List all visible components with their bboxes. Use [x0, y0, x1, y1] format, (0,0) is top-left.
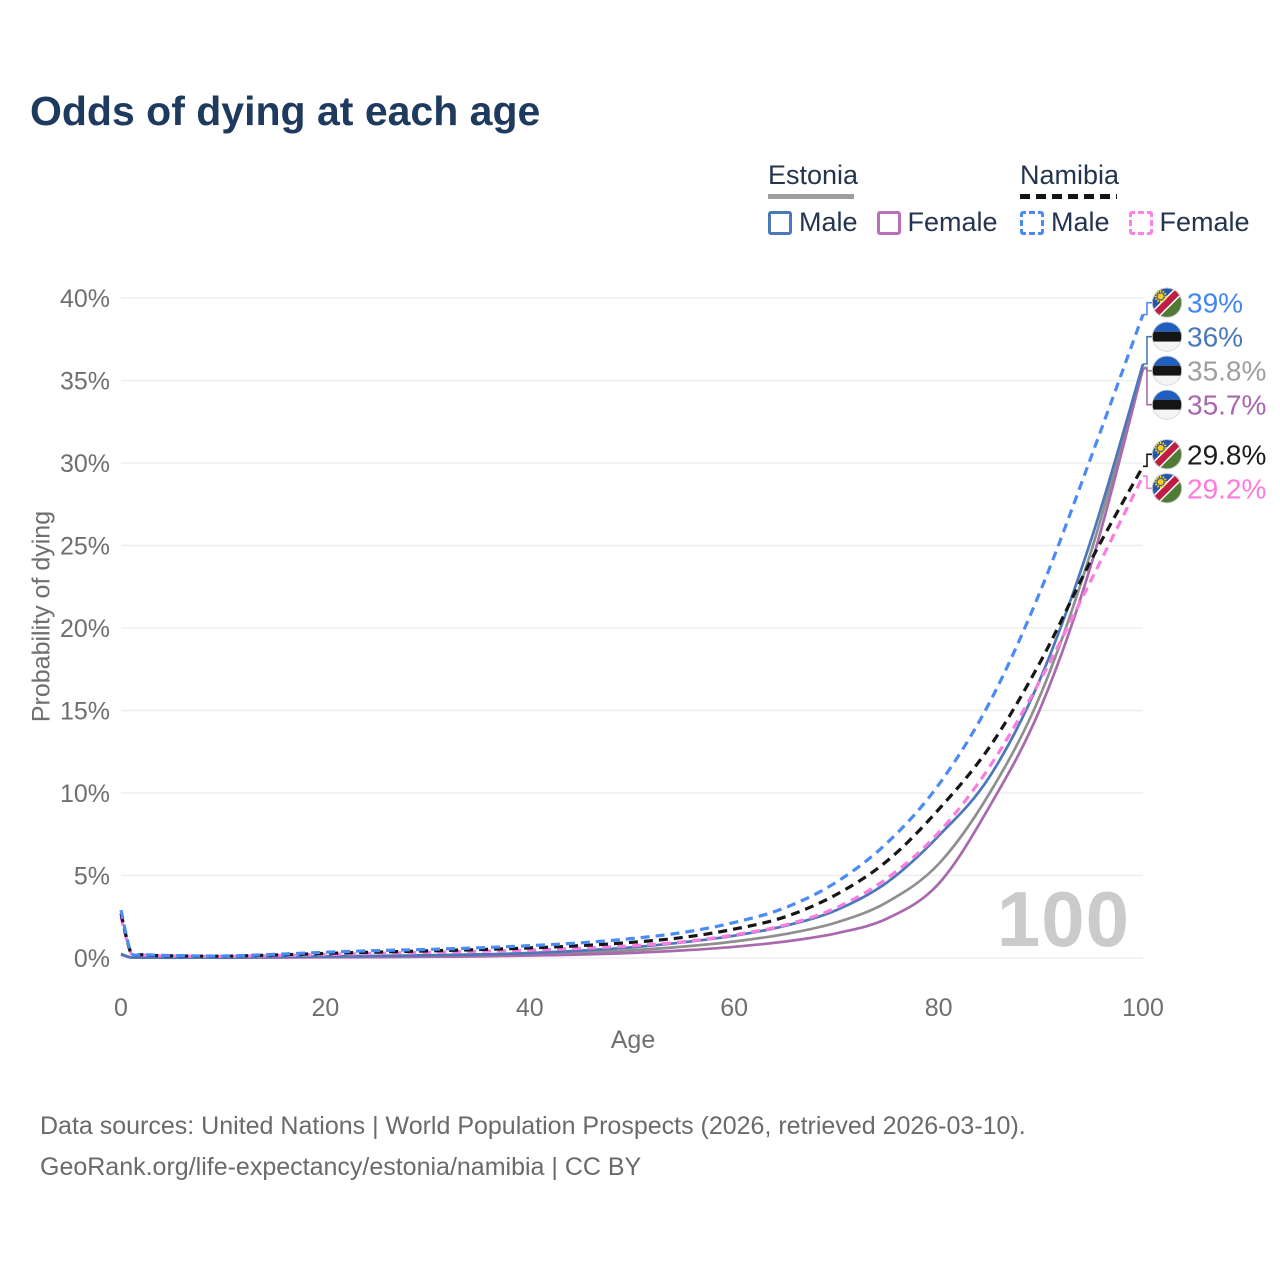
series-line-namibia-both: [119, 465, 1145, 958]
namibia-flag-icon: [1152, 287, 1182, 318]
end-label-value: 35.7%: [1187, 390, 1266, 421]
x-tick-label-20: 20: [311, 994, 339, 1022]
flag-border: [1152, 287, 1183, 318]
series-line-namibia-female: [119, 475, 1145, 959]
y-tick-label-15: 15%: [60, 698, 110, 726]
namibia-flag-icon: [1152, 473, 1182, 504]
x-axis-title: Age: [610, 1026, 656, 1054]
flag-border: [1152, 389, 1183, 420]
flag-border: [1152, 439, 1183, 470]
end-label-estonia-male: 36%: [1143, 321, 1243, 365]
legend-checkbox-estonia-female[interactable]: [876, 210, 901, 235]
footer: Data sources: United Nations | World Pop…: [40, 1106, 1026, 1188]
legend-country-estonia: Estonia: [768, 160, 859, 190]
y-tick-label-10: 10%: [60, 780, 110, 808]
y-tick-label-5: 5%: [74, 863, 110, 891]
legend-group-estonia: Estonia Male Female: [768, 160, 1017, 238]
y-tick-label-20: 20%: [60, 615, 110, 643]
y-tick-label-0: 0%: [74, 945, 110, 973]
legend-checkbox-namibia-male[interactable]: [1020, 210, 1044, 235]
chart-title: Odds of dying at each age: [30, 88, 541, 134]
legend-label-estonia-female[interactable]: Female: [907, 207, 998, 237]
end-label-estonia-female: 35.7%: [1143, 368, 1266, 421]
series-line-estonia-male: [120, 363, 1145, 960]
x-tick-label-40: 40: [516, 994, 544, 1022]
legend-country-namibia: Namibia: [1020, 160, 1120, 190]
legend-checkbox-namibia-female[interactable]: [1128, 210, 1153, 235]
legend-label-namibia-male[interactable]: Male: [1051, 207, 1110, 237]
label-connector: [1143, 453, 1152, 468]
end-label-value: 35.8%: [1187, 356, 1266, 387]
series-line-namibia-male: [119, 313, 1145, 958]
attribution-line: GeoRank.org/life-expectancy/estonia/nami…: [40, 1153, 642, 1181]
label-connector: [1143, 368, 1152, 406]
age-watermark: 100: [996, 875, 1130, 963]
legend-group-namibia: Namibia Male Female: [1020, 160, 1269, 238]
x-tick-label-80: 80: [925, 994, 953, 1022]
flag-border: [1152, 473, 1183, 504]
flag-border: [1152, 321, 1183, 352]
label-connector: [1143, 335, 1152, 365]
x-tick-label-60: 60: [720, 994, 748, 1022]
series-line-estonia-female: [120, 368, 1145, 960]
namibia-flag-icon: [1152, 439, 1182, 470]
end-label-value: 29.8%: [1187, 439, 1266, 470]
end-label-value: 29.2%: [1187, 473, 1266, 504]
end-label-value: 36%: [1187, 322, 1243, 353]
legend-checkbox-estonia-male[interactable]: [768, 210, 792, 235]
legend-label-estonia-male[interactable]: Male: [799, 207, 858, 237]
estonia-flag-icon: [1152, 321, 1182, 352]
legend-label-namibia-female[interactable]: Female: [1159, 207, 1250, 237]
estonia-flag-icon: [1152, 389, 1182, 420]
end-label-namibia-female: 29.2%: [1143, 473, 1266, 504]
y-tick-label-25: 25%: [60, 533, 110, 561]
end-label-estonia-both: 35.8%: [1143, 355, 1266, 387]
data-source-line: Data sources: United Nations | World Pop…: [40, 1112, 1026, 1140]
x-tick-label-100: 100: [1122, 994, 1164, 1022]
legend-namibia-line-swatch: [1020, 194, 1117, 199]
end-label-value: 39%: [1187, 288, 1243, 319]
y-tick-label-40: 40%: [60, 285, 110, 313]
x-tick-label-0: 0: [114, 994, 128, 1022]
y-tick-label-35: 35%: [60, 368, 110, 396]
end-label-namibia-male: 39%: [1143, 287, 1243, 319]
label-connector: [1143, 475, 1152, 490]
series-line-estonia-both: [120, 366, 1145, 960]
flag-border: [1152, 355, 1183, 386]
end-label-namibia-both: 29.8%: [1143, 439, 1266, 470]
label-connector: [1143, 301, 1152, 316]
legend-estonia-line-swatch: [768, 194, 854, 199]
estonia-flag-icon: [1152, 355, 1182, 386]
y-tick-label-30: 30%: [60, 450, 110, 478]
